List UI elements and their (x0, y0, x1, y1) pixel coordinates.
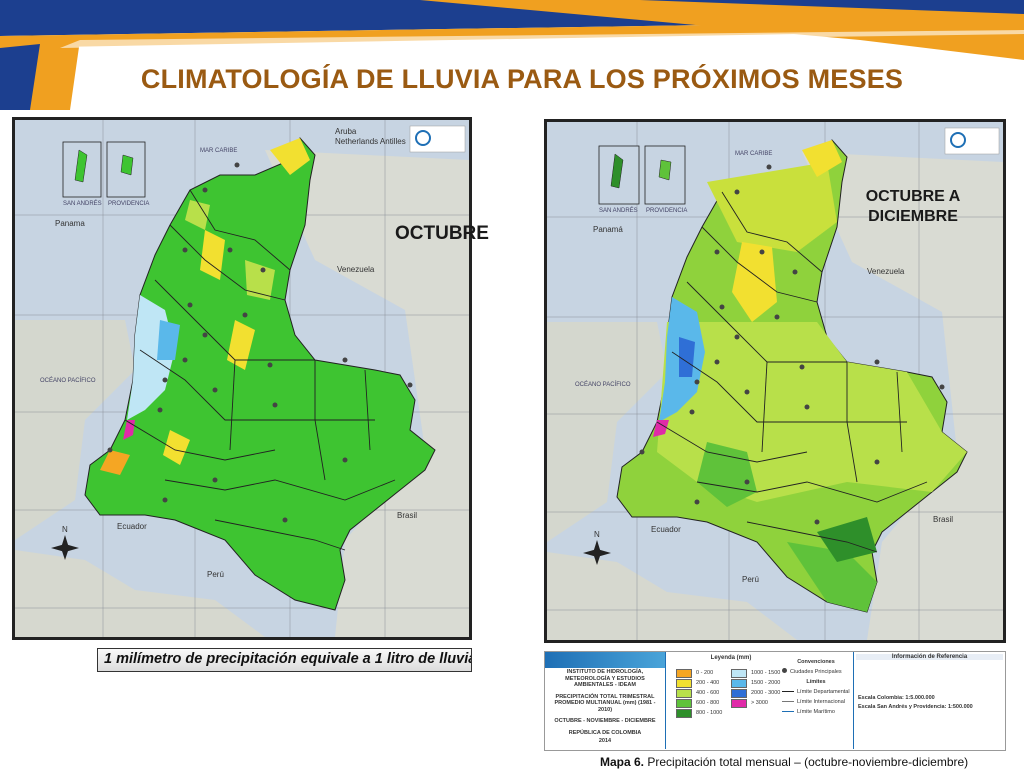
legend-item: 200 - 400 (676, 678, 731, 688)
legend-label: > 3000 (751, 700, 768, 706)
overlay-label-octubre-diciembre: OCTUBRE A DICIEMBRE (865, 188, 961, 225)
ideam-logo (409, 125, 466, 153)
header-banner (0, 0, 1024, 110)
legend-label: 1500 - 2000 (751, 680, 781, 686)
ideam-banner-icon (545, 652, 665, 668)
department-line-icon (782, 691, 794, 693)
map-october-canvas: N (15, 120, 469, 637)
legend-item: 0 - 200 (676, 668, 731, 678)
city-markers (107, 162, 413, 523)
department-boundaries (124, 189, 396, 551)
department-boundaries-right (656, 191, 928, 553)
legend-label: 2000 - 3000 (751, 690, 781, 696)
legend-item: 1500 - 2000 (731, 678, 786, 688)
legend-colors: Leyenda (mm) 0 - 200 1000 - 1500 200 - 400… (666, 652, 852, 749)
legend-swatch (676, 708, 692, 718)
legend-row: 0 - 200 1000 - 1500 (676, 668, 786, 678)
international-line-icon (782, 701, 794, 703)
legend-swatch (731, 698, 747, 708)
legend-row: 200 - 400 1500 - 2000 (676, 678, 786, 688)
map-legend-panel: INSTITUTO DE HIDROLOGÍA, METEOROLOGÍA Y … (544, 651, 1006, 751)
legend-swatch (676, 678, 692, 688)
legend-item: 600 - 800 (676, 698, 731, 708)
legend-swatch (731, 668, 747, 678)
legend-label: 800 - 1000 (696, 710, 723, 716)
legend-swatch (731, 678, 747, 688)
maritime-line-icon (782, 711, 794, 713)
legend-row: 800 - 1000 (676, 708, 786, 718)
map-oct-dec-canvas: N (547, 122, 1003, 640)
city-markers-right (639, 164, 945, 525)
overlay-label-octubre: OCTUBRE (395, 223, 489, 244)
svg-text:N: N (594, 530, 600, 539)
legend-label: 600 - 800 (696, 700, 720, 706)
legend-label: 200 - 400 (696, 680, 720, 686)
legend-swatch (731, 688, 747, 698)
precipitation-note: 1 milímetro de precipitación equivale a … (97, 648, 472, 672)
legend-swatch (676, 698, 692, 708)
legend-label: 1000 - 1500 (751, 670, 781, 676)
map-october-december: N MAR CARIBE SAN ANDRÉS PROVIDENCIA Pana… (544, 119, 1006, 643)
legend-title-block: INSTITUTO DE HIDROLOGÍA, METEOROLOGÍA Y … (545, 652, 666, 749)
svg-text:N: N (62, 525, 68, 534)
legend-label: 400 - 600 (696, 690, 720, 696)
slide-title: CLIMATOLOGÍA DE LLUVIA PARA LOS PRÓXIMOS… (140, 64, 904, 94)
map-caption: Mapa 6. Precipitación total mensual – (o… (600, 755, 969, 769)
map-october: N Aruba Netherlands Antilles MAR CARIBE … (12, 117, 472, 640)
legend-item: 400 - 600 (676, 688, 731, 698)
legend-row: 600 - 800 > 3000 (676, 698, 786, 708)
legend-item: > 3000 (731, 698, 786, 708)
north-arrow-icon (51, 535, 79, 560)
legend-swatches: 0 - 200 1000 - 1500 200 - 400 1500 - 2000 40… (676, 668, 786, 718)
legend-row: 400 - 600 2000 - 3000 (676, 688, 786, 698)
legend-swatch (676, 668, 692, 678)
legend-item: 800 - 1000 (676, 708, 731, 718)
legend-conventions: Convenciones Ciudades Principales Límite… (782, 657, 850, 717)
legend-item: 2000 - 3000 (731, 688, 786, 698)
city-dot-icon (782, 668, 787, 673)
legend-label: 0 - 200 (696, 670, 714, 676)
colombia-landmass (84, 137, 436, 611)
legend-item: 1000 - 1500 (731, 668, 786, 678)
legend-reference: Información de Referencia Escala Colombi… (853, 652, 1005, 749)
legend-swatch (676, 688, 692, 698)
ideam-logo-right (944, 127, 1000, 155)
north-arrow-icon-right (583, 540, 611, 565)
